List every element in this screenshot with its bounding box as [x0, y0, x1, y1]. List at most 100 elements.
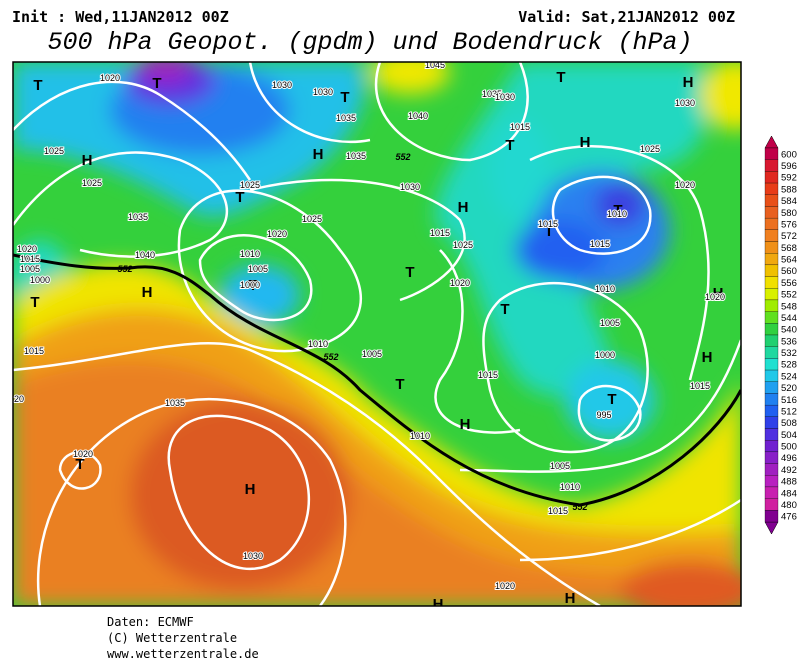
colorbar-label: 476 — [781, 512, 797, 523]
colorbar-label: 580 — [781, 208, 797, 219]
colorbar-swatch — [764, 264, 779, 277]
isobar-label: 1035 — [128, 212, 148, 222]
colorbar-label: 592 — [781, 173, 797, 184]
colorbar-swatch — [764, 241, 779, 254]
colorbar-swatch — [764, 451, 779, 464]
colorbar-label: 496 — [781, 453, 797, 464]
isobar-label: 1010 — [595, 284, 615, 294]
pressure-center: H — [580, 134, 591, 151]
isobar-label: 1025 — [640, 144, 660, 154]
pressure-center: T — [544, 223, 553, 240]
colorbar-swatch — [764, 182, 779, 195]
isobar-label: 1030 — [243, 551, 263, 561]
colorbar-swatch — [764, 288, 779, 301]
isobar-label: 1010 — [240, 249, 260, 259]
pressure-center: T — [556, 69, 565, 86]
isobar-label: 1015 — [24, 346, 44, 356]
pressure-center: T — [505, 137, 514, 154]
colorbar-swatch — [764, 475, 779, 488]
pressure-center: T — [248, 277, 257, 294]
isobar-label: 1020 — [705, 292, 725, 302]
contour-label: 552 — [395, 152, 410, 162]
pressure-center: T — [613, 202, 622, 219]
init-time: Init : Wed,11JAN2012 00Z — [12, 8, 229, 26]
isobar-label: 1030 — [495, 92, 515, 102]
colorbar-label: 556 — [781, 278, 797, 289]
colorbar-label: 552 — [781, 290, 797, 301]
contour-552 — [13, 253, 741, 507]
pressure-center: H — [713, 285, 724, 302]
colorbar-label: 500 — [781, 442, 797, 453]
map-frame — [12, 61, 742, 607]
colorbar-swatch — [764, 416, 779, 429]
pressure-center: H — [458, 199, 469, 216]
pressure-center: T — [607, 391, 616, 408]
colorbar-label: 544 — [781, 313, 797, 324]
colorbar-label: 532 — [781, 348, 797, 359]
colorbar-swatch — [764, 440, 779, 453]
pressure-center: T — [75, 456, 84, 473]
colorbar-label: 596 — [781, 161, 797, 172]
isobar-label: 1000 — [30, 275, 50, 285]
isobar-label: 1020 — [675, 180, 695, 190]
pressure-center: H — [82, 152, 93, 169]
colorbar-swatch — [764, 510, 779, 523]
colorbar-label: 600 — [781, 149, 797, 160]
isobar-label: 1025 — [302, 214, 322, 224]
isobar-label: 1010 — [410, 431, 430, 441]
isobar-label: 1035 — [336, 113, 356, 123]
isobar-label: 1000 — [240, 280, 260, 290]
isobar-label: 1025 — [82, 178, 102, 188]
pressure-center: H — [702, 349, 713, 366]
colorbar-label: 504 — [781, 430, 797, 441]
isobar-label: 1005 — [362, 349, 382, 359]
colorbar-label: 568 — [781, 243, 797, 254]
isobar-label: 1030 — [272, 80, 292, 90]
pressure-center: H — [142, 284, 153, 301]
isobar-label: 1015 — [590, 239, 610, 249]
colorbar-swatch — [764, 334, 779, 347]
colorbar-label: 512 — [781, 406, 797, 417]
colorbar-label: 588 — [781, 184, 797, 195]
colorbar-swatch — [764, 381, 779, 394]
colorbar-swatch — [764, 147, 779, 160]
colorbar-label: 508 — [781, 418, 797, 429]
colorbar-label: 536 — [781, 336, 797, 347]
colorbar-swatch — [764, 486, 779, 499]
pressure-center: H — [433, 596, 444, 613]
colorbar-label: 484 — [781, 488, 797, 499]
colorbar-label: 480 — [781, 500, 797, 511]
colorbar-swatch — [764, 206, 779, 219]
isobar-label: 1030 — [400, 182, 420, 192]
isobar-label: 1020 — [100, 73, 120, 83]
colorbar-swatch — [764, 311, 779, 324]
pressure-center: T — [500, 301, 509, 318]
colorbar-swatch — [764, 358, 779, 371]
colorbar-label: 524 — [781, 371, 797, 382]
isobar-label: 1020 — [73, 449, 93, 459]
colorbar-cap — [764, 135, 779, 149]
isobar-label: 1045 — [425, 60, 445, 70]
pressure-center: H — [460, 416, 471, 433]
colorbar-swatch — [764, 171, 779, 184]
colorbar-swatch — [764, 299, 779, 312]
pressure-center: T — [33, 77, 42, 94]
contour-label: 552 — [117, 264, 132, 274]
isobars — [13, 62, 741, 606]
colorbar-swatch — [764, 346, 779, 359]
isobar-label: 1035 — [482, 89, 502, 99]
isobar-label: 1005 — [248, 264, 268, 274]
isobar-label: 1015 — [548, 506, 568, 516]
isobar-label: 1005 — [20, 264, 40, 274]
isobar-label: 1040 — [135, 250, 155, 260]
colorbar-swatch — [764, 229, 779, 242]
colorbar-swatch — [764, 217, 779, 230]
pressure-center: T — [152, 75, 161, 92]
isobar-label: 1020 — [495, 581, 515, 591]
colorbar: 6005965925885845805765725685645605565525… — [764, 135, 797, 535]
colorbar-label: 520 — [781, 383, 797, 394]
pressure-center: H — [245, 481, 256, 498]
colorbar-swatch — [764, 393, 779, 406]
isobar-label: 1015 — [690, 381, 710, 391]
